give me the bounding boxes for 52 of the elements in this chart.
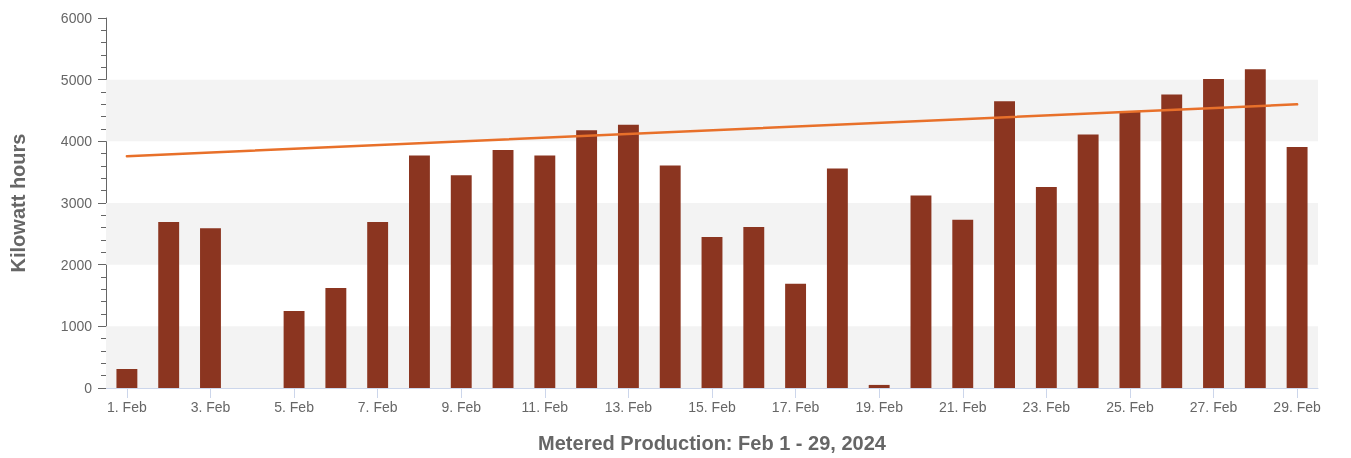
bar — [158, 222, 180, 388]
bar — [1077, 134, 1099, 388]
y-tick-label: 5000 — [60, 71, 93, 88]
x-tick-label: 23. Feb — [1022, 399, 1071, 415]
y-axis-title: Kilowatt hours — [7, 133, 29, 273]
bar — [576, 130, 598, 388]
bar — [910, 195, 932, 388]
x-tick-label: 21. Feb — [939, 399, 987, 415]
bar — [409, 155, 430, 388]
x-tick-label: 5. Feb — [274, 399, 315, 415]
x-tick-label: 29. Feb — [1273, 399, 1322, 415]
y-tick-label: 3000 — [60, 195, 93, 211]
bar — [952, 219, 974, 388]
bar — [116, 368, 138, 388]
x-tick-label: 13. Feb — [604, 399, 653, 415]
x-tick-label: 9. Feb — [441, 399, 482, 415]
y-tick-label: 2000 — [60, 256, 93, 273]
bar — [283, 310, 305, 388]
x-axis-title: Metered Production: Feb 1 - 29, 2024 — [538, 432, 887, 454]
x-tick-label: 17. Feb — [771, 399, 820, 415]
bar — [325, 288, 347, 388]
y-tick-label: 0 — [84, 380, 93, 396]
x-tick-label: 1. Feb — [107, 399, 147, 415]
bar — [701, 236, 723, 388]
bar — [1119, 111, 1141, 388]
bar — [1244, 69, 1266, 388]
bar — [785, 283, 807, 388]
y-tick-label: 6000 — [60, 10, 93, 26]
x-tick-label: 25. Feb — [1106, 399, 1154, 415]
bar — [826, 168, 848, 388]
x-tick-label: 3. Feb — [190, 399, 231, 415]
x-tick-label: 19. Feb — [855, 399, 904, 415]
bar — [659, 165, 681, 388]
bar — [450, 175, 472, 388]
bar — [1286, 146, 1308, 388]
bar — [868, 384, 890, 388]
y-tick-label: 1000 — [60, 318, 93, 335]
bar — [994, 101, 1015, 388]
y-tick-label: 4000 — [60, 133, 93, 150]
x-tick-label: 15. Feb — [688, 399, 736, 415]
x-tick-label: 7. Feb — [357, 399, 398, 415]
bar — [200, 228, 221, 388]
x-tick-label: 11. Feb — [521, 399, 569, 415]
bar — [492, 149, 514, 388]
x-tick-label: 27. Feb — [1189, 399, 1238, 415]
bar — [1161, 94, 1183, 388]
bar — [743, 227, 765, 388]
bar — [1035, 186, 1057, 388]
bar — [617, 124, 639, 388]
bar — [1203, 79, 1224, 388]
bar — [534, 155, 556, 388]
bar — [367, 222, 389, 388]
